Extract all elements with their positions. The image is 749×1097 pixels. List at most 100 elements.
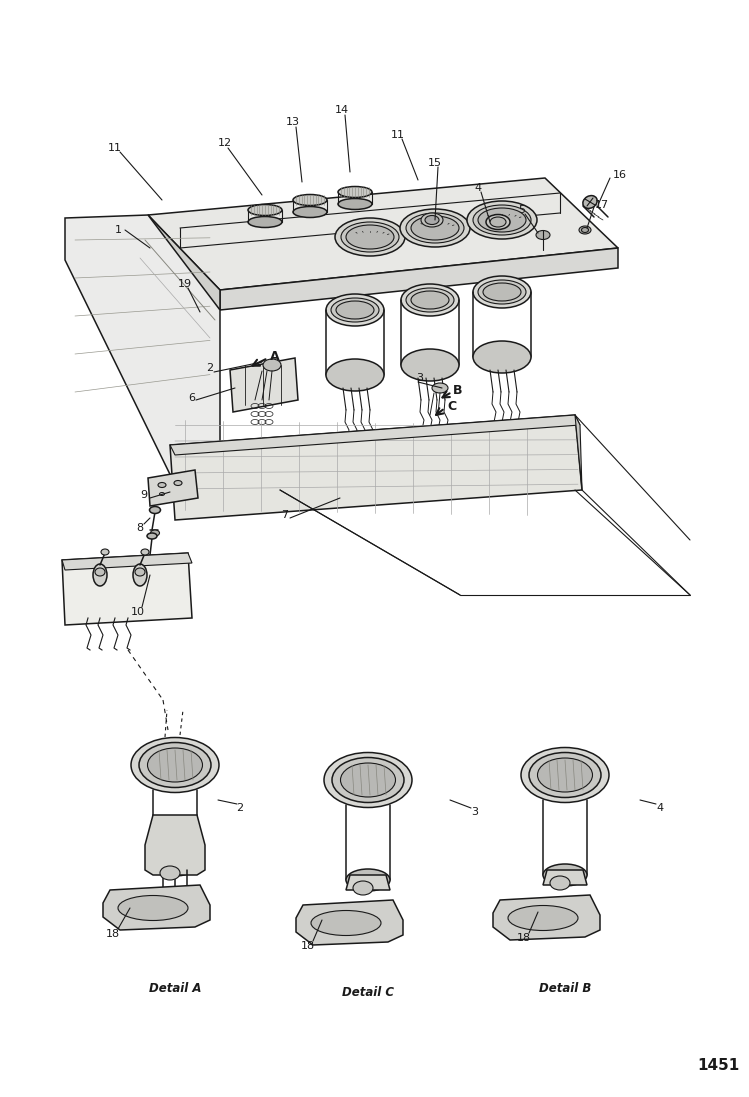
Polygon shape bbox=[148, 215, 220, 310]
Text: 15: 15 bbox=[428, 158, 442, 168]
Ellipse shape bbox=[153, 853, 197, 877]
Ellipse shape bbox=[478, 280, 526, 304]
Text: 9: 9 bbox=[141, 490, 148, 500]
Text: 4: 4 bbox=[656, 803, 664, 813]
Text: 18: 18 bbox=[106, 929, 120, 939]
Polygon shape bbox=[543, 870, 587, 885]
Ellipse shape bbox=[139, 743, 211, 788]
Ellipse shape bbox=[579, 226, 591, 234]
Ellipse shape bbox=[583, 195, 597, 208]
Ellipse shape bbox=[341, 764, 395, 798]
Text: A: A bbox=[270, 350, 280, 362]
Text: B: B bbox=[453, 384, 463, 396]
Ellipse shape bbox=[401, 284, 459, 316]
Ellipse shape bbox=[421, 213, 443, 227]
Ellipse shape bbox=[160, 493, 165, 496]
Polygon shape bbox=[148, 178, 618, 290]
Ellipse shape bbox=[184, 889, 189, 893]
Ellipse shape bbox=[131, 737, 219, 792]
Ellipse shape bbox=[538, 758, 592, 792]
Ellipse shape bbox=[248, 216, 282, 227]
Ellipse shape bbox=[406, 213, 464, 244]
Ellipse shape bbox=[160, 889, 166, 893]
Text: 10: 10 bbox=[131, 607, 145, 617]
Ellipse shape bbox=[529, 753, 601, 798]
Polygon shape bbox=[170, 415, 580, 455]
Ellipse shape bbox=[332, 758, 404, 803]
Ellipse shape bbox=[401, 349, 459, 381]
Ellipse shape bbox=[311, 911, 381, 936]
Text: Detail B: Detail B bbox=[539, 982, 591, 995]
Text: 12: 12 bbox=[218, 138, 232, 148]
Polygon shape bbox=[220, 248, 618, 310]
Ellipse shape bbox=[521, 747, 609, 803]
Ellipse shape bbox=[346, 225, 394, 249]
Polygon shape bbox=[170, 415, 582, 520]
Ellipse shape bbox=[158, 483, 166, 487]
Ellipse shape bbox=[543, 864, 587, 886]
Ellipse shape bbox=[478, 208, 526, 231]
Polygon shape bbox=[145, 815, 205, 875]
Ellipse shape bbox=[141, 548, 149, 555]
Polygon shape bbox=[575, 415, 582, 490]
Text: 19: 19 bbox=[178, 279, 192, 289]
Text: 1: 1 bbox=[115, 225, 121, 235]
Ellipse shape bbox=[411, 291, 449, 309]
Ellipse shape bbox=[331, 298, 379, 323]
Text: 2: 2 bbox=[237, 803, 243, 813]
Text: 18: 18 bbox=[517, 934, 531, 943]
Text: C: C bbox=[447, 399, 457, 412]
Text: 2: 2 bbox=[207, 363, 213, 373]
Ellipse shape bbox=[473, 276, 531, 308]
Ellipse shape bbox=[432, 383, 448, 393]
Text: 14: 14 bbox=[335, 105, 349, 115]
Ellipse shape bbox=[473, 341, 531, 373]
Ellipse shape bbox=[486, 215, 510, 229]
Ellipse shape bbox=[174, 480, 182, 486]
Text: 7: 7 bbox=[282, 510, 288, 520]
Polygon shape bbox=[230, 358, 298, 412]
Ellipse shape bbox=[293, 206, 327, 217]
Polygon shape bbox=[65, 215, 220, 505]
Ellipse shape bbox=[341, 222, 399, 252]
Ellipse shape bbox=[101, 548, 109, 555]
Text: 11: 11 bbox=[108, 143, 122, 152]
Polygon shape bbox=[103, 885, 210, 930]
Ellipse shape bbox=[150, 507, 160, 513]
Ellipse shape bbox=[248, 204, 282, 215]
Ellipse shape bbox=[147, 533, 157, 539]
Text: 16: 16 bbox=[613, 170, 627, 180]
Text: 8: 8 bbox=[136, 523, 144, 533]
Text: 11: 11 bbox=[391, 131, 405, 140]
Ellipse shape bbox=[425, 215, 439, 225]
Ellipse shape bbox=[483, 283, 521, 301]
Text: 6: 6 bbox=[189, 393, 195, 403]
Ellipse shape bbox=[550, 877, 570, 890]
Text: 3: 3 bbox=[472, 807, 479, 817]
Ellipse shape bbox=[411, 216, 459, 240]
Ellipse shape bbox=[148, 748, 202, 782]
Text: 18: 18 bbox=[301, 941, 315, 951]
Ellipse shape bbox=[490, 217, 506, 227]
Ellipse shape bbox=[336, 301, 374, 319]
Text: 3: 3 bbox=[416, 373, 423, 383]
Ellipse shape bbox=[346, 869, 390, 891]
Ellipse shape bbox=[406, 289, 454, 312]
Ellipse shape bbox=[133, 564, 147, 586]
Ellipse shape bbox=[581, 227, 589, 233]
Text: 5: 5 bbox=[518, 205, 526, 215]
Ellipse shape bbox=[93, 564, 107, 586]
Ellipse shape bbox=[473, 205, 531, 235]
Ellipse shape bbox=[95, 568, 105, 576]
Ellipse shape bbox=[326, 359, 384, 391]
Polygon shape bbox=[296, 900, 403, 945]
Text: 4: 4 bbox=[474, 183, 482, 193]
Ellipse shape bbox=[536, 230, 550, 239]
Text: 13: 13 bbox=[286, 117, 300, 127]
Ellipse shape bbox=[293, 194, 327, 205]
Ellipse shape bbox=[467, 201, 537, 239]
Polygon shape bbox=[62, 553, 192, 570]
Ellipse shape bbox=[151, 530, 160, 536]
Polygon shape bbox=[62, 553, 192, 625]
Ellipse shape bbox=[160, 866, 180, 880]
